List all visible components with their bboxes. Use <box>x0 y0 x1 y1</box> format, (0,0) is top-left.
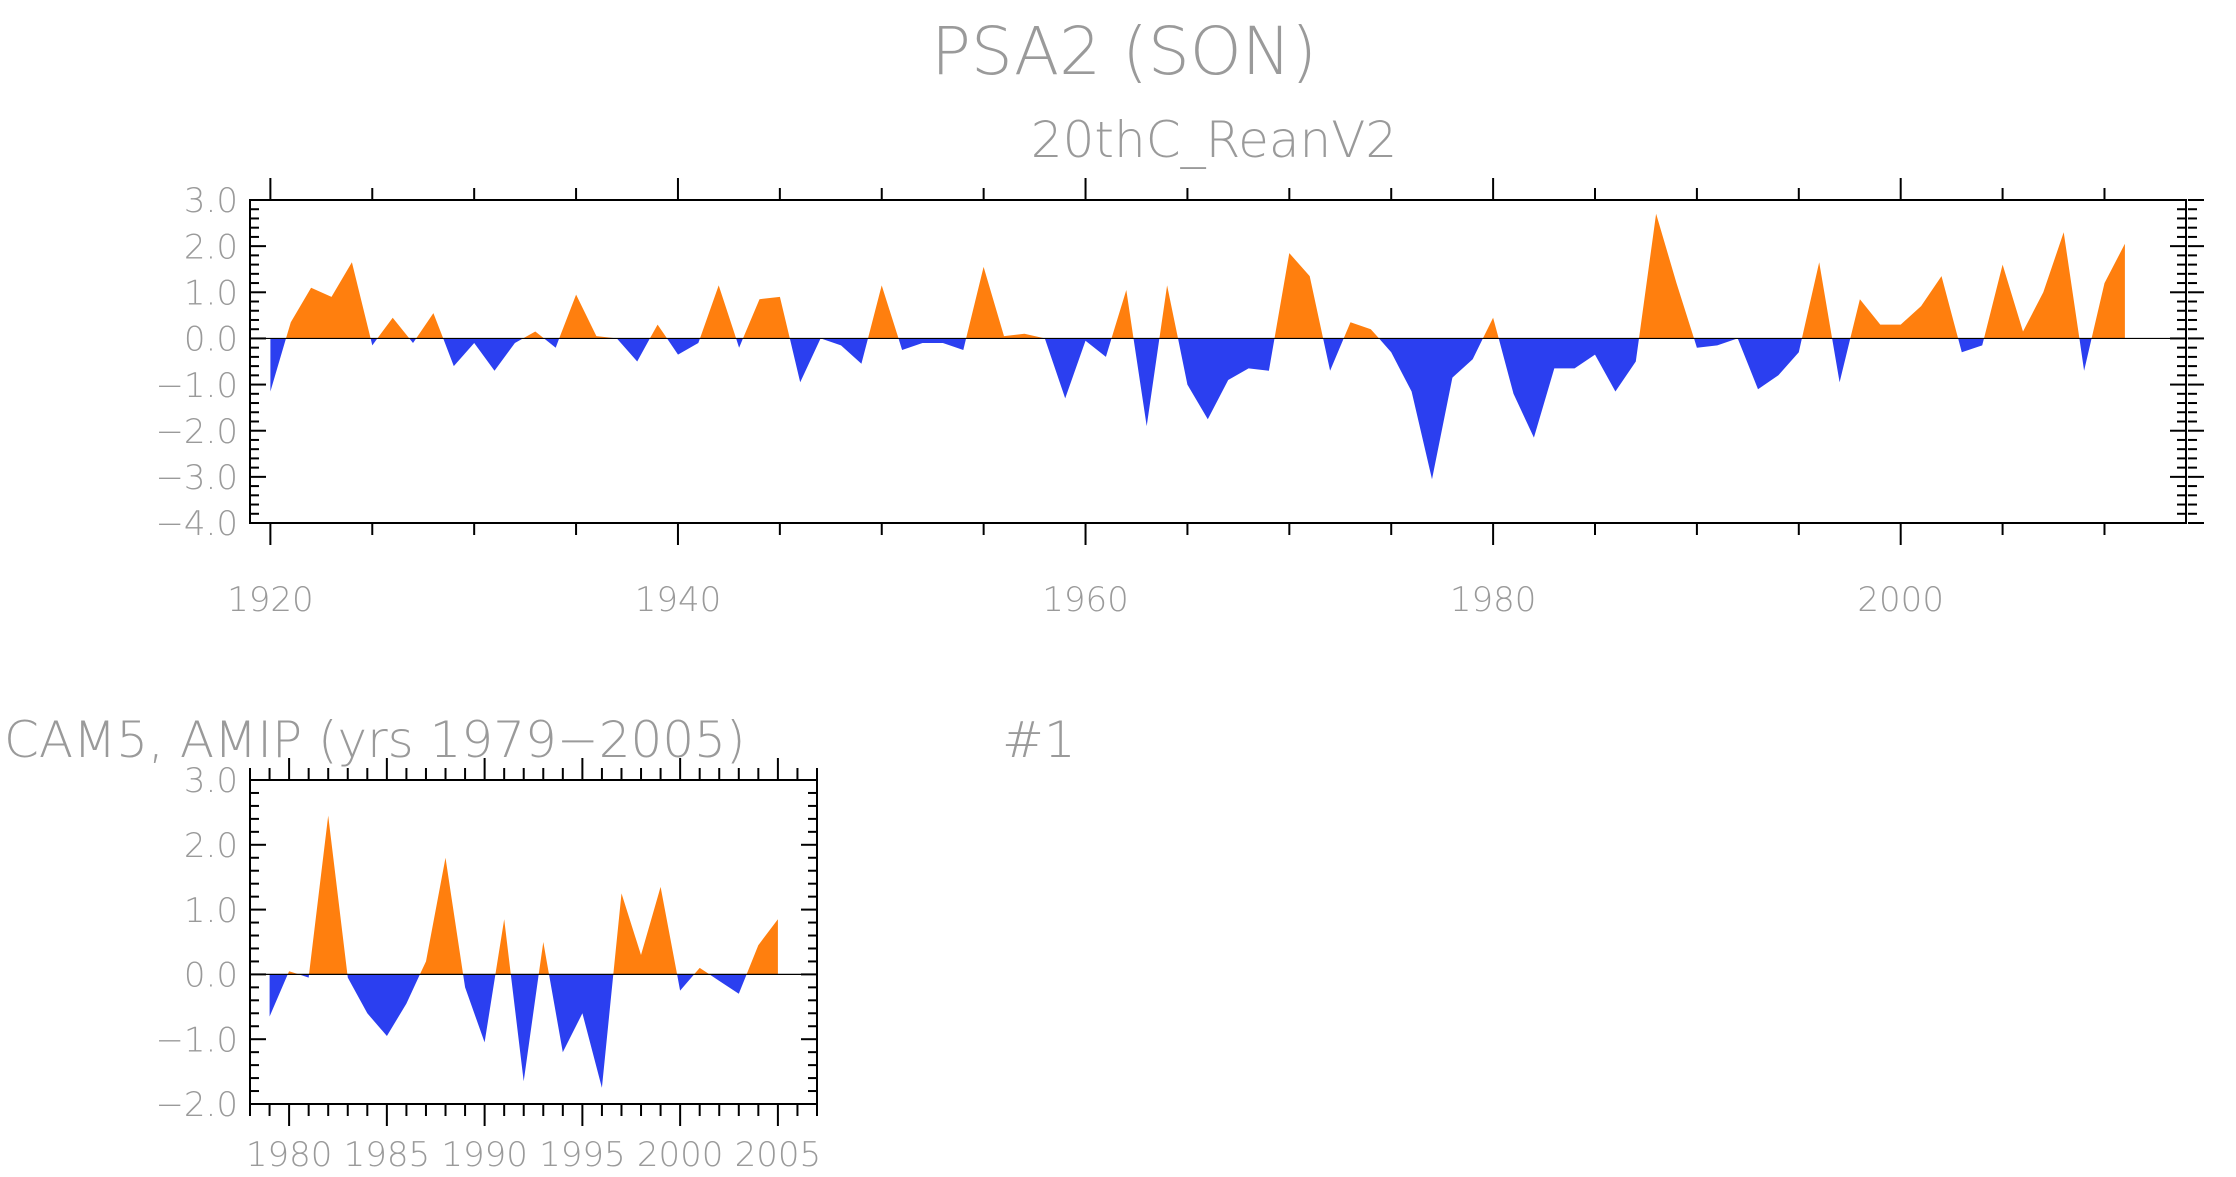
reanalysis-y-tick-label: 2.0 <box>184 227 238 267</box>
reanalysis-x-tick-label: 1960 <box>1042 580 1129 620</box>
cam5-y-tick-label: 2.0 <box>184 826 238 866</box>
cam5-x-tick-label: 2005 <box>735 1135 822 1175</box>
cam5-chart: CAM5, AMIP (yrs 1979−2005) #1 3.0 2.0 1.0 0… <box>4 711 1076 1175</box>
cam5-x-axis: 1980 1985 1990 1995 2000 2005 <box>246 1135 821 1175</box>
cam5-negative-area <box>269 974 778 1088</box>
cam5-subtitle: CAM5, AMIP (yrs 1979−2005) <box>4 711 745 769</box>
cam5-series <box>269 815 778 1088</box>
cam5-y-tick-label: 3.0 <box>184 761 238 801</box>
cam5-x-tick-label: 1995 <box>539 1135 626 1175</box>
cam5-y-tick-label: 1.0 <box>184 891 238 931</box>
reanalysis-chart: 20thC_ReanV2 3.0 2.0 1.0 0.0 −1.0 −2.0 −3.0 −4.… <box>155 111 2204 620</box>
cam5-y-tick-label: −2.0 <box>155 1085 238 1125</box>
reanalysis-series <box>270 213 2125 480</box>
reanalysis-y-axis: 3.0 2.0 1.0 0.0 −1.0 −2.0 −3.0 −4.0 <box>155 181 238 544</box>
cam5-ensemble-tag: #1 <box>1002 711 1076 769</box>
reanalysis-y-tick-label: −1.0 <box>155 366 238 406</box>
cam5-y-tick-label: 0.0 <box>184 956 238 996</box>
reanalysis-y-tick-label: −2.0 <box>155 412 238 452</box>
reanalysis-negative-area <box>270 338 2125 480</box>
reanalysis-y-tick-label: 3.0 <box>184 181 238 221</box>
cam5-x-tick-label: 1990 <box>441 1135 528 1175</box>
cam5-y-axis: 3.0 2.0 1.0 0.0 −1.0 −2.0 <box>155 761 238 1125</box>
reanalysis-plot-frame <box>249 199 2187 524</box>
cam5-x-tick-label: 1980 <box>246 1135 333 1175</box>
reanalysis-y-tick-label: 0.0 <box>184 320 238 360</box>
cam5-positive-area <box>269 815 778 975</box>
reanalysis-subtitle: 20thC_ReanV2 <box>1031 111 1397 169</box>
cam5-y-tick-label: −1.0 <box>155 1020 238 1060</box>
reanalysis-y-tick-label: −4.0 <box>155 504 238 544</box>
cam5-ticks <box>249 758 818 1126</box>
reanalysis-y-tick-label: 1.0 <box>184 274 238 314</box>
reanalysis-ticks <box>250 178 2204 545</box>
cam5-x-tick-label: 1985 <box>344 1135 431 1175</box>
reanalysis-x-tick-label: 1980 <box>1450 580 1537 620</box>
reanalysis-x-axis: 1920 1940 1960 1980 2000 <box>227 580 1944 620</box>
reanalysis-x-tick-label: 1940 <box>635 580 722 620</box>
cam5-plot-frame <box>249 779 818 1105</box>
reanalysis-x-tick-label: 2000 <box>1857 580 1944 620</box>
reanalysis-y-tick-label: −3.0 <box>155 458 238 498</box>
reanalysis-x-tick-label: 1920 <box>227 580 314 620</box>
reanalysis-positive-area <box>270 213 2125 339</box>
chart-title: PSA2 (SON) <box>931 13 1317 90</box>
cam5-x-tick-label: 2000 <box>637 1135 724 1175</box>
